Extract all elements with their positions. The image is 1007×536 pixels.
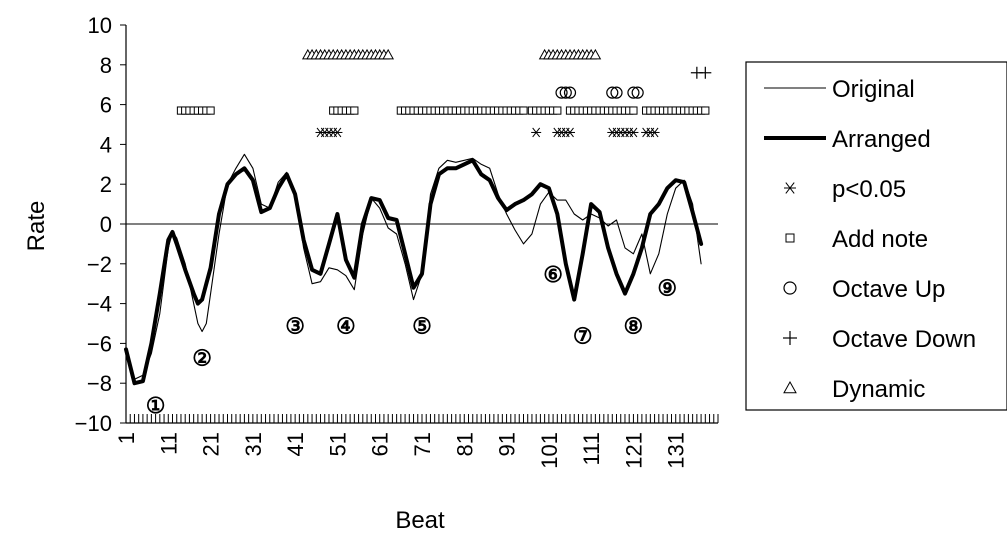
y-axis-title: Rate (23, 201, 50, 252)
y-tick-label: 6 (100, 93, 112, 118)
triangle-marker (589, 48, 602, 60)
square-marker (629, 106, 638, 115)
y-tick-label: −8 (87, 371, 112, 396)
circle-marker (610, 86, 623, 99)
asterisk-stroke (566, 127, 574, 138)
marker-series (315, 127, 660, 138)
legend-label: Arranged (832, 126, 931, 153)
annotation-label: ③ (285, 313, 305, 338)
annotation-label: ⑧ (624, 313, 644, 338)
x-tick-label: 91 (495, 432, 520, 456)
legend-item: Octave Down (783, 326, 976, 353)
legend-label: Octave Down (832, 326, 976, 353)
legend-item: Arranged (764, 126, 931, 153)
legend-square-icon (785, 233, 795, 243)
x-tick-label: 21 (199, 432, 224, 456)
series-line-arranged (124, 158, 704, 386)
legend-item: Add note (785, 226, 928, 253)
plus-marker (699, 66, 712, 79)
y-tick-label: −2 (87, 252, 112, 277)
x-tick-label: 11 (156, 432, 181, 455)
x-tick-label: 121 (621, 432, 646, 469)
y-tick-label: 8 (100, 53, 112, 78)
legend-label: p<0.05 (832, 176, 906, 203)
asterisk-marker (649, 127, 660, 138)
square-marker (206, 106, 215, 115)
annotation-label: ⑥ (543, 262, 563, 287)
chart-markers (176, 48, 712, 138)
legend-item: Original (764, 76, 915, 103)
y-tick-label: 4 (100, 132, 112, 157)
y-tick-label: −10 (75, 411, 112, 436)
annotation-label: ⑨ (657, 276, 677, 301)
legend: Original Arranged p<0.05 Add note Octave Up O… (745, 61, 1007, 411)
asterisk-stroke (333, 127, 342, 138)
x-tick-label: 51 (325, 432, 350, 456)
y-tick-label: 0 (100, 212, 112, 237)
square-marker (553, 106, 562, 115)
legend-asterisk-icon (784, 182, 796, 194)
legend-item: Dynamic (783, 376, 925, 403)
x-tick-label: 31 (241, 432, 266, 456)
square-marker (350, 106, 359, 115)
asterisk-stroke (650, 127, 659, 138)
annotation-label: ② (192, 345, 212, 370)
legend-label: Add note (832, 226, 928, 253)
x-tick-label: 1 (114, 432, 139, 444)
annotation-label: ① (146, 393, 166, 418)
annotation-label: ⑦ (573, 323, 593, 348)
legend-plus-icon (783, 331, 797, 345)
circle-marker (563, 86, 577, 99)
asterisk-marker (628, 127, 639, 138)
marker-series (690, 66, 712, 79)
x-tick-label: 131 (664, 432, 689, 469)
legend-item: p<0.05 (784, 176, 906, 203)
marker-series (176, 106, 710, 115)
legend-item: Octave Up (783, 276, 945, 303)
x-tick-label: 71 (410, 432, 435, 456)
y-tick-label: −6 (87, 331, 112, 356)
annotation-label: ⑤ (412, 313, 432, 338)
square-marker (519, 106, 528, 115)
marker-series (301, 48, 602, 60)
legend-triangle-icon (783, 380, 797, 394)
asterisk-marker (332, 127, 343, 138)
square-marker (701, 106, 710, 115)
legend-label: Octave Up (832, 276, 945, 303)
x-tick-label: 101 (537, 432, 562, 469)
asterisk-stroke (785, 182, 795, 194)
chart-lines (124, 153, 704, 386)
circle-marker (559, 86, 572, 99)
legend-label: Original (832, 76, 915, 103)
legend-circle-icon (783, 281, 797, 295)
y-tick-label: 10 (88, 13, 112, 38)
x-tick-label: 41 (283, 432, 308, 456)
marker-series (555, 86, 644, 99)
circle-marker (627, 86, 640, 99)
y-tick-label: 2 (100, 172, 112, 197)
chart-annotations: ① ② ③ ④ ⑤ ⑥ ⑦ ⑧⑨ (146, 262, 677, 418)
asterisk-marker (531, 127, 542, 138)
asterisk-stroke (532, 127, 541, 138)
legend-label: Dynamic (832, 376, 925, 403)
x-tick-label: 61 (368, 432, 393, 456)
y-tick-label: −4 (87, 292, 112, 317)
x-tick-label: 111 (579, 432, 604, 465)
circle-marker (555, 86, 568, 99)
circle-marker (631, 86, 644, 99)
asterisk-stroke (629, 127, 638, 138)
x-tick-label: 81 (452, 432, 477, 456)
x-axis-title: Beat (395, 507, 445, 534)
annotation-label: ④ (336, 313, 356, 338)
triangle-marker (382, 48, 395, 60)
circle-marker (606, 86, 619, 99)
asterisk-marker (565, 127, 575, 138)
